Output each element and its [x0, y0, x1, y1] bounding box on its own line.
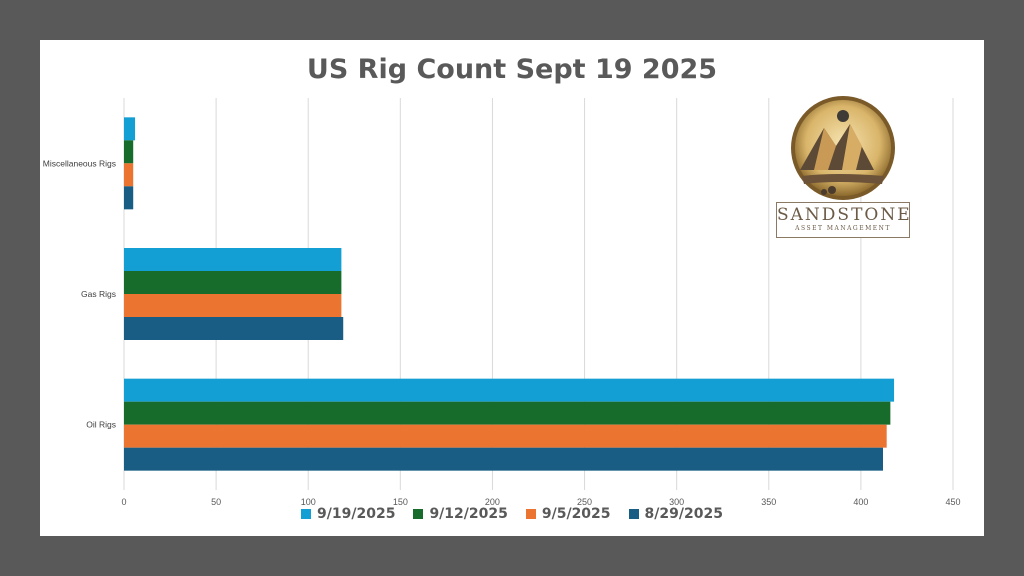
legend-swatch: [413, 509, 424, 519]
legend-swatch: [628, 509, 639, 519]
x-tick-label: 50: [211, 497, 221, 507]
legend-item: 9/5/2025: [525, 506, 611, 522]
legend-item: 9/19/2025: [301, 506, 395, 522]
bar: [124, 378, 895, 402]
bar: [124, 447, 883, 471]
legend-swatch: [525, 509, 536, 519]
x-tick-label: 300: [669, 497, 684, 507]
legend-label: 9/5/2025: [541, 506, 611, 522]
legend-label: 9/12/2025: [429, 506, 508, 522]
logo-tagline: ASSET MANAGEMENT: [795, 225, 891, 232]
x-tick-label: 150: [393, 497, 408, 507]
x-tick-label: 250: [577, 497, 592, 507]
bar: [124, 401, 891, 425]
bar: [124, 186, 134, 210]
x-tick-label: 350: [761, 497, 776, 507]
bar-chart: 0 50 100 150 200 250 300 350 400 450 Miscellaneous…: [43, 98, 961, 507]
x-tick-label: 0: [121, 497, 126, 507]
logo-name: SANDSTONE: [777, 205, 912, 225]
chart-title: US Rig Count Sept 19 2025: [306, 54, 718, 85]
bar: [124, 248, 342, 271]
bar: [124, 117, 136, 141]
bar: [124, 294, 342, 317]
x-tick-label: 100: [301, 497, 316, 507]
x-tick-label: 400: [853, 497, 868, 507]
bar: [124, 163, 134, 187]
x-tick-label: 200: [485, 497, 500, 507]
legend-label: 9/19/2025: [317, 506, 396, 522]
category-label: Gas Rigs: [81, 289, 116, 299]
bar: [124, 140, 134, 164]
bar: [124, 317, 344, 340]
legend-label: 8/29/2025: [644, 506, 723, 522]
sandstone-logo: SANDSTONE ASSET MANAGEMENT: [776, 94, 912, 242]
bar: [124, 271, 342, 294]
bar: [124, 424, 887, 448]
x-tick-label: 450: [945, 497, 960, 507]
slide: US Rig Count Sept 19 2025 0 50 100 150 200 25…: [40, 40, 984, 536]
mountain-emblem-icon: [791, 96, 895, 200]
logo-wordmark: SANDSTONE ASSET MANAGEMENT: [776, 202, 910, 238]
category-label: Oil Rigs: [86, 420, 116, 430]
chart-legend: 9/19/2025 9/12/2025 9/5/2025 8/29/2025: [40, 506, 984, 522]
category-label: Miscellaneous Rigs: [43, 158, 116, 168]
legend-item: 9/12/2025: [413, 506, 508, 522]
legend-swatch: [301, 509, 312, 519]
legend-item: 8/29/2025: [628, 506, 723, 522]
